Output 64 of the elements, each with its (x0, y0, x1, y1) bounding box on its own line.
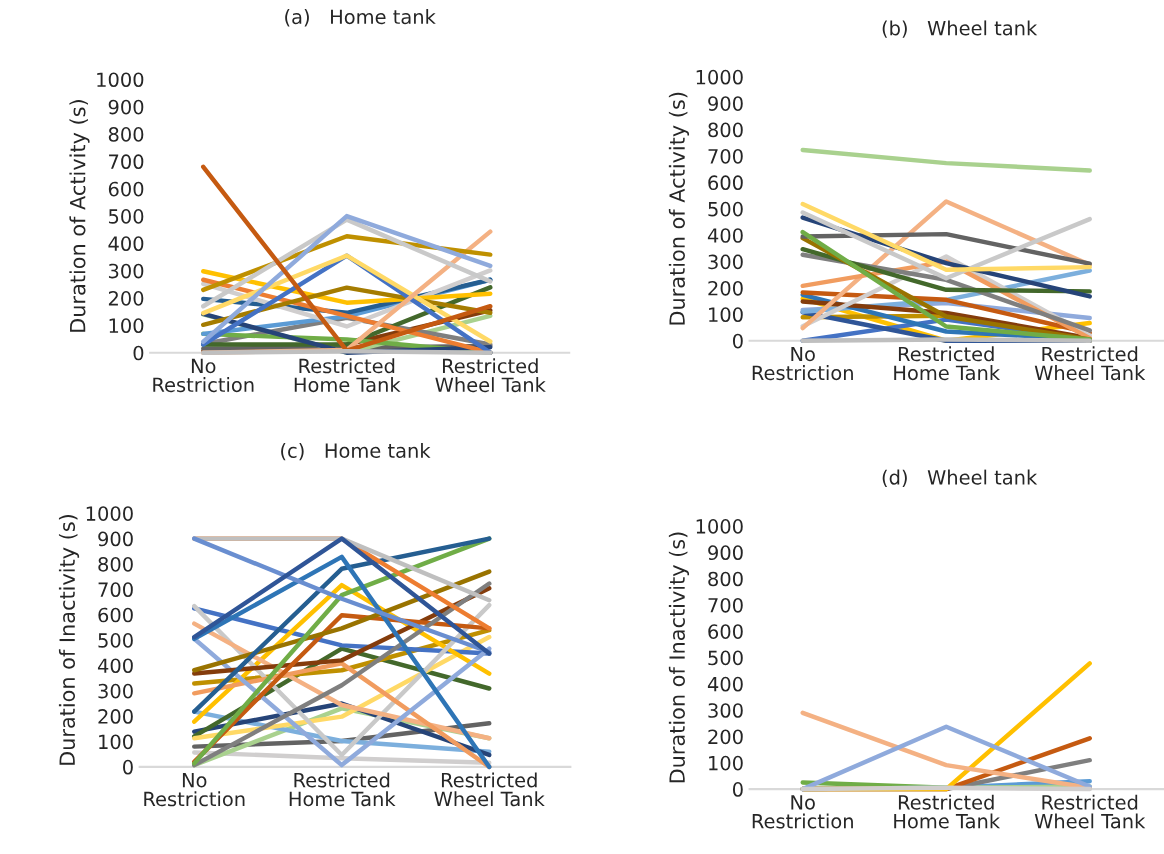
y-axis-title: Duration of Activity (s) (69, 100, 90, 332)
y-tick-label: 1000 (696, 519, 743, 534)
y-tick-label: 1000 (97, 72, 144, 88)
y-tick-label: 200 (708, 729, 743, 745)
x-tick-label: No Restriction (752, 795, 853, 829)
x-tick-label: Restricted Home Tank (894, 346, 1001, 381)
y-tick-label: 500 (708, 650, 743, 666)
y-tick-label: 700 (708, 597, 743, 613)
y-tick-label: 900 (98, 531, 133, 547)
x-tick-label: No Restriction (153, 358, 254, 393)
y-axis-title: Duration of Inactivity (s) (668, 532, 690, 783)
y-tick-label: 400 (108, 236, 144, 252)
y-tick-label: 500 (708, 201, 743, 217)
y-tick-label: 0 (732, 333, 743, 349)
y-tick-label: 900 (108, 99, 144, 115)
y-tick-label: 600 (708, 624, 743, 639)
y-tick-label: 1000 (86, 506, 133, 521)
chart-title: (c) Home tank (281, 442, 431, 461)
y-tick-label: 0 (133, 345, 144, 361)
y-tick-label: 300 (708, 254, 743, 270)
y-tick-label: 1000 (696, 69, 743, 85)
x-tick-label: No Restriction (752, 346, 853, 381)
y-tick-label: 200 (708, 280, 743, 296)
y-tick-label: 200 (98, 709, 133, 724)
y-tick-label: 100 (709, 307, 743, 323)
y-tick-label: 600 (708, 175, 743, 191)
y-tick-label: 500 (98, 633, 133, 648)
chart-title: (a) Home tank (285, 9, 436, 27)
x-tick-label: Restricted Home Tank (294, 358, 401, 393)
y-tick-label: 900 (708, 545, 743, 561)
y-tick-label: 700 (98, 582, 133, 598)
y-axis-title: Duration of Inactivity (s) (58, 515, 80, 765)
y-tick-label: 400 (707, 228, 743, 243)
x-tick-label: Restricted Home Tank (894, 794, 1001, 829)
chart-title: (b) Wheel tank (882, 20, 1038, 38)
x-tick-label: No Restriction (144, 773, 245, 807)
y-tick-label: 0 (732, 782, 743, 797)
y-tick-label: 400 (707, 676, 743, 692)
y-tick-label: 300 (98, 683, 133, 699)
y-tick-label: 600 (98, 607, 133, 623)
y-axis-title: Duration of Activity (s) (668, 92, 690, 325)
y-tick-label: 100 (99, 734, 133, 750)
y-tick-label: 800 (708, 122, 743, 138)
y-tick-label: 700 (109, 154, 144, 170)
y-tick-label: 800 (108, 127, 144, 142)
x-tick-label: Restricted Wheel Tank (434, 772, 545, 807)
y-tick-label: 300 (708, 703, 743, 718)
y-tick-label: 800 (98, 556, 133, 572)
x-tick-label: Restricted Wheel Tank (435, 358, 546, 393)
x-tick-label: Restricted Home Tank (289, 772, 396, 807)
chart-title: (d) Wheel tank (882, 469, 1038, 487)
y-tick-label: 900 (708, 96, 743, 111)
x-tick-label: Restricted Wheel Tank (1034, 346, 1146, 381)
y-tick-label: 700 (708, 148, 743, 164)
y-tick-label: 0 (123, 759, 133, 775)
y-tick-label: 500 (108, 209, 144, 224)
y-tick-label: 100 (109, 318, 144, 334)
y-tick-label: 400 (97, 658, 133, 674)
y-tick-label: 600 (108, 181, 144, 197)
x-tick-label: Restricted Wheel Tank (1034, 794, 1146, 829)
y-tick-label: 800 (708, 571, 743, 587)
y-tick-label: 200 (108, 291, 144, 306)
y-tick-label: 100 (709, 755, 743, 771)
y-tick-label: 300 (108, 263, 144, 279)
